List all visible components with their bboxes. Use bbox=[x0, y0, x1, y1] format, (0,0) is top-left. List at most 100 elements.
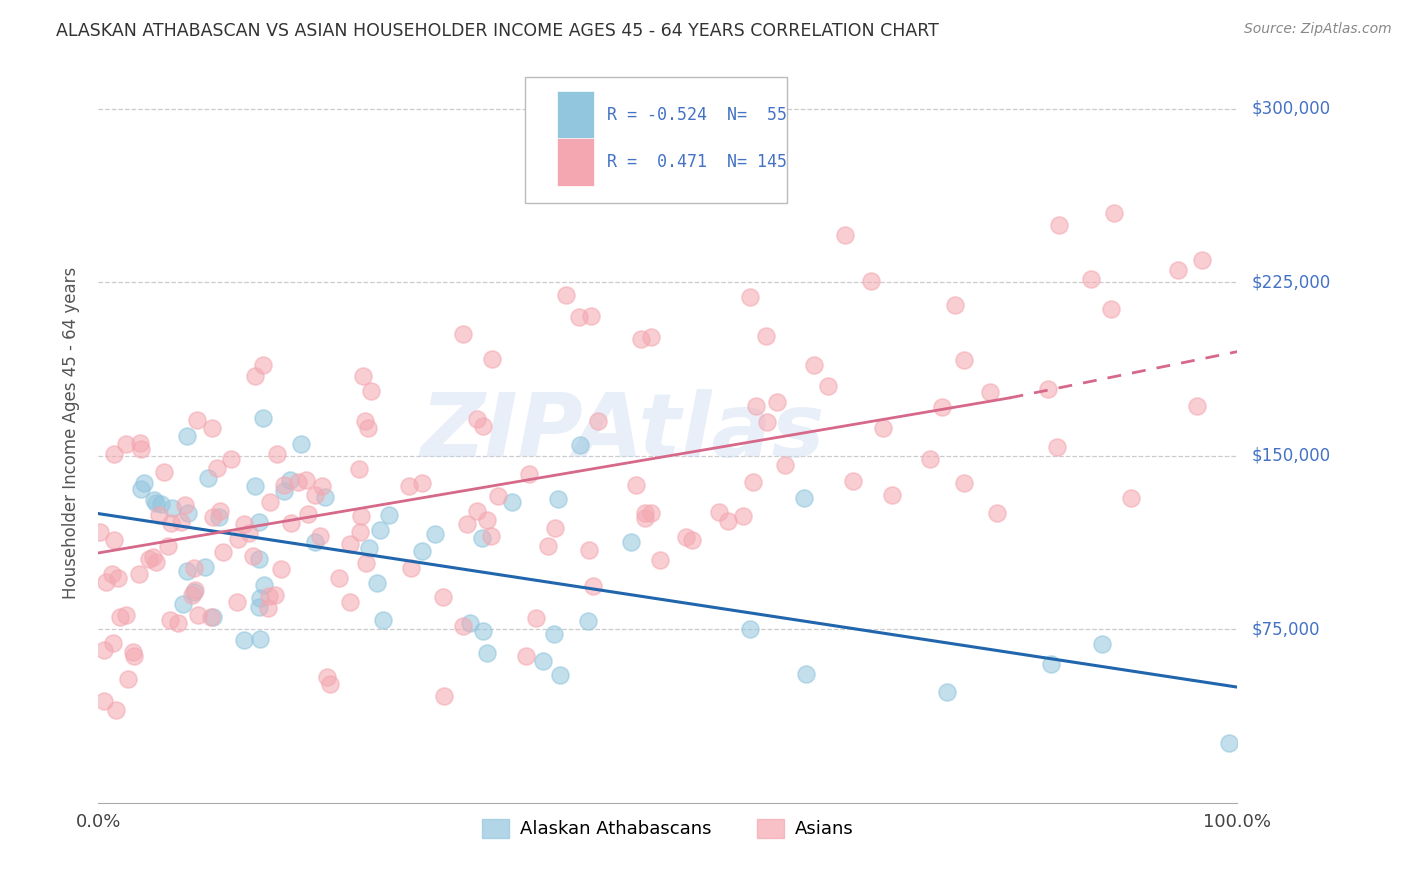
Point bbox=[101, 636, 124, 650]
Point bbox=[243, 479, 266, 493]
Text: $75,000: $75,000 bbox=[1251, 620, 1320, 639]
Point bbox=[142, 549, 165, 564]
Point bbox=[209, 504, 232, 518]
Point bbox=[114, 608, 136, 623]
Text: $150,000: $150,000 bbox=[1251, 447, 1330, 465]
Point bbox=[318, 677, 340, 691]
Point bbox=[842, 475, 865, 489]
Point bbox=[433, 689, 456, 703]
Point bbox=[986, 506, 1008, 520]
Point bbox=[243, 368, 266, 383]
Bar bbox=[557, 138, 593, 186]
Point bbox=[160, 516, 183, 531]
Point bbox=[398, 479, 420, 493]
Point bbox=[1080, 272, 1102, 286]
Point bbox=[515, 648, 537, 663]
Point bbox=[170, 515, 193, 529]
Point bbox=[817, 378, 839, 392]
Point bbox=[620, 534, 643, 549]
Point bbox=[339, 537, 361, 551]
Point bbox=[311, 479, 333, 493]
Point bbox=[176, 564, 198, 578]
Point bbox=[128, 436, 150, 450]
Point bbox=[280, 516, 302, 530]
Point bbox=[547, 491, 569, 506]
Point bbox=[242, 549, 264, 563]
Point bbox=[882, 488, 904, 502]
Point bbox=[1185, 399, 1208, 413]
Point bbox=[145, 496, 167, 510]
Point bbox=[247, 552, 270, 566]
Point bbox=[103, 447, 125, 461]
Point bbox=[453, 326, 475, 341]
Point bbox=[349, 525, 371, 540]
Point bbox=[1191, 253, 1213, 268]
Point bbox=[257, 601, 280, 615]
Point bbox=[207, 460, 229, 475]
Point bbox=[411, 544, 433, 558]
Point bbox=[166, 615, 188, 630]
Point bbox=[176, 429, 198, 443]
Point bbox=[517, 467, 540, 481]
Point bbox=[145, 555, 167, 569]
Point bbox=[359, 541, 381, 556]
Point bbox=[634, 511, 657, 525]
Y-axis label: Householder Income Ages 45 - 64 years: Householder Income Ages 45 - 64 years bbox=[62, 267, 80, 599]
Bar bbox=[557, 91, 593, 138]
Point bbox=[253, 578, 276, 592]
Point bbox=[630, 332, 652, 346]
Point bbox=[212, 545, 235, 559]
Point bbox=[586, 414, 609, 428]
Point bbox=[451, 619, 474, 633]
Point bbox=[353, 368, 375, 383]
Point bbox=[479, 529, 502, 543]
Point bbox=[297, 507, 319, 521]
Point bbox=[122, 645, 145, 659]
Text: R =  0.471  N= 145: R = 0.471 N= 145 bbox=[607, 153, 787, 171]
Point bbox=[568, 310, 591, 324]
Point bbox=[249, 515, 271, 529]
Point bbox=[738, 290, 761, 304]
Point bbox=[456, 516, 478, 531]
Point bbox=[681, 533, 703, 548]
Point bbox=[576, 614, 599, 628]
Point bbox=[89, 524, 111, 539]
Point bbox=[177, 506, 200, 520]
Point bbox=[1090, 637, 1112, 651]
Point bbox=[149, 497, 172, 511]
Point bbox=[201, 510, 224, 524]
Text: $225,000: $225,000 bbox=[1251, 273, 1330, 291]
Point bbox=[148, 508, 170, 522]
Point bbox=[1039, 657, 1062, 671]
Point bbox=[304, 535, 326, 549]
Point bbox=[481, 351, 503, 366]
Point bbox=[931, 400, 953, 414]
Point bbox=[357, 420, 380, 434]
Point bbox=[273, 483, 295, 498]
Point bbox=[640, 506, 662, 520]
Point bbox=[273, 478, 295, 492]
Point bbox=[675, 530, 697, 544]
Point bbox=[486, 490, 509, 504]
Point bbox=[132, 475, 155, 490]
Point bbox=[1102, 206, 1125, 220]
Point bbox=[544, 521, 567, 535]
Point bbox=[475, 513, 498, 527]
Point bbox=[232, 517, 254, 532]
Text: R = -0.524  N=  55: R = -0.524 N= 55 bbox=[607, 105, 787, 124]
Point bbox=[349, 508, 371, 523]
Text: ALASKAN ATHABASCAN VS ASIAN HOUSEHOLDER INCOME AGES 45 - 64 YEARS CORRELATION CH: ALASKAN ATHABASCAN VS ASIAN HOUSEHOLDER … bbox=[56, 22, 939, 40]
Point bbox=[238, 525, 260, 540]
Point bbox=[648, 553, 671, 567]
Point bbox=[201, 609, 224, 624]
Point bbox=[794, 667, 817, 681]
Point bbox=[347, 462, 370, 476]
Point bbox=[543, 627, 565, 641]
Point bbox=[740, 622, 762, 636]
Point bbox=[226, 532, 249, 546]
Point bbox=[103, 533, 125, 547]
Point bbox=[634, 506, 657, 520]
Point bbox=[115, 436, 138, 450]
Point bbox=[399, 561, 422, 575]
Point bbox=[117, 672, 139, 686]
